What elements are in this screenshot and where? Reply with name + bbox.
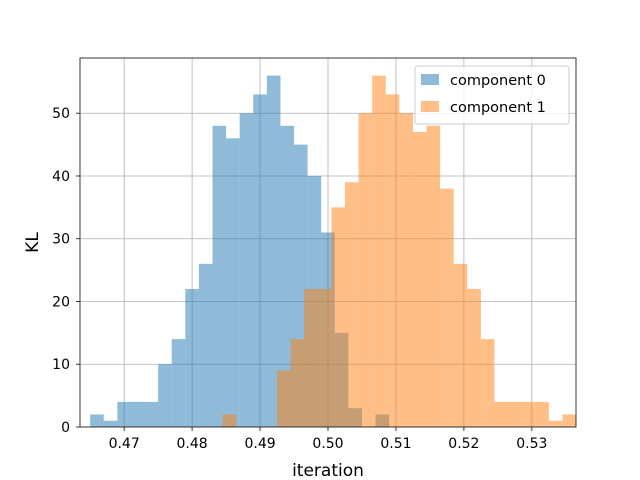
- histogram-bar-series-1: [508, 401, 522, 427]
- histogram-bar-series-1: [358, 113, 373, 427]
- axis-ticks: 0.47 0.48 0.49 0.50 0.51 0.52 0.53 0 10 20 30 40 50: [52, 106, 547, 452]
- x-tick-label: 0.48: [177, 436, 208, 452]
- y-tick-label: 20: [52, 294, 70, 310]
- histogram-bar-series-0: [144, 401, 159, 427]
- histogram-bar-series-1: [467, 288, 481, 427]
- histogram-bar-series-1: [344, 182, 359, 427]
- histogram-bar-series-1: [426, 125, 441, 427]
- histogram-bar-series-0: [226, 138, 240, 427]
- histogram-bar-series-1: [317, 288, 332, 427]
- legend-swatch-component-1: [421, 101, 439, 112]
- histogram-bar-series-1: [412, 132, 427, 427]
- histogram-bar-series-0: [117, 401, 131, 427]
- histogram-bar-series-0: [130, 401, 145, 427]
- histogram-bar-series-1: [277, 370, 291, 427]
- histogram-bar-series-0: [171, 339, 186, 427]
- histogram-bar-series-0: [266, 75, 281, 428]
- y-tick-label: 40: [52, 169, 70, 185]
- histogram-bar-series-1: [494, 401, 509, 427]
- histogram-bar-series-1: [222, 414, 237, 427]
- y-tick-label: 10: [52, 357, 70, 373]
- histogram-bar-series-0: [212, 125, 227, 427]
- histogram-bar-series-0: [198, 263, 213, 427]
- legend-label-component-0: component 0: [450, 73, 546, 89]
- histogram-bar-series-0: [185, 288, 199, 427]
- y-tick-label: 0: [61, 420, 70, 436]
- histogram-bar-series-0: [90, 414, 104, 427]
- histogram-bar-series-1: [331, 207, 345, 427]
- x-tick-label: 0.53: [516, 436, 547, 452]
- x-tick-label: 0.50: [312, 436, 343, 452]
- y-tick-label: 30: [52, 232, 70, 248]
- legend: component 0 component 1: [414, 65, 570, 125]
- histogram-bar-series-1: [290, 339, 305, 427]
- legend-swatch-component-0: [421, 74, 439, 85]
- histogram-bar-series-1: [440, 188, 454, 427]
- histogram-bar-series-0: [239, 113, 254, 427]
- histogram-bars: [90, 75, 576, 428]
- x-tick-label: 0.47: [109, 436, 140, 452]
- histogram-bar-series-1: [385, 94, 400, 428]
- histogram-bar-series-0: [158, 364, 172, 427]
- y-tick-label: 50: [52, 106, 70, 122]
- histogram-bar-series-1: [562, 414, 576, 427]
- histogram-bar-series-1: [521, 401, 536, 427]
- x-tick-label: 0.52: [448, 436, 479, 452]
- histogram-bar-series-1: [304, 288, 318, 427]
- histogram-bar-series-1: [480, 339, 495, 427]
- histogram-bar-series-0: [253, 94, 267, 428]
- histogram-bar-series-1: [548, 420, 563, 427]
- y-axis-label: KL: [23, 232, 43, 253]
- histogram-bar-series-1: [535, 401, 549, 427]
- x-axis-label: iteration: [292, 461, 364, 480]
- legend-box: [414, 65, 570, 125]
- histogram-bar-series-1: [372, 75, 386, 428]
- histogram-bar-series-0: [103, 420, 118, 427]
- x-tick-label: 0.51: [380, 436, 411, 452]
- legend-label-component-1: component 1: [450, 100, 546, 116]
- histogram-bar-series-1: [453, 263, 468, 427]
- histogram-bar-series-1: [399, 113, 413, 427]
- x-tick-label: 0.49: [244, 436, 275, 452]
